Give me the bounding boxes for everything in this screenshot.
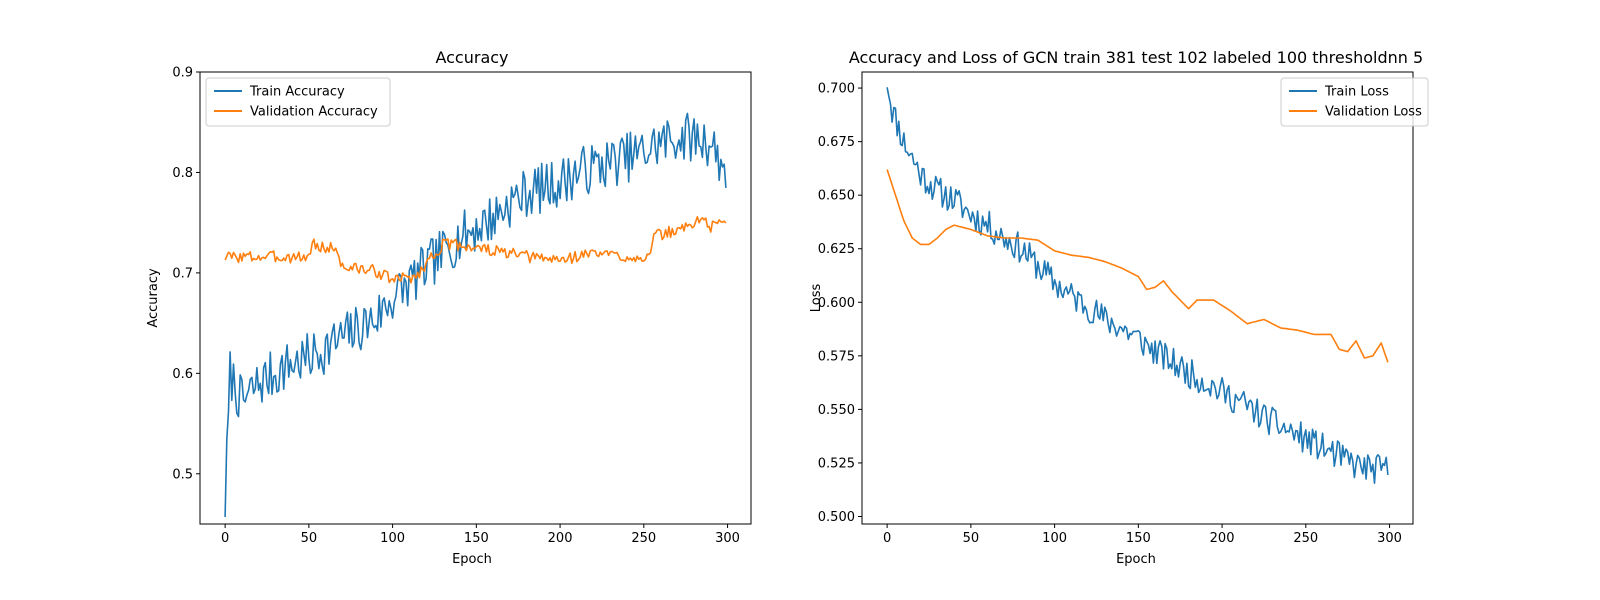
x-axis-label: Epoch <box>452 552 492 567</box>
y-tick-label: 0.9 <box>172 66 193 81</box>
y-tick-label: 0.575 <box>818 349 855 364</box>
legend-label-0: Train Loss <box>1324 85 1389 100</box>
series-line-0 <box>224 112 727 518</box>
y-tick-label: 0.600 <box>818 296 855 311</box>
x-tick-label: 0 <box>883 531 891 546</box>
legend-label-1: Validation Loss <box>1325 105 1422 120</box>
y-tick-label: 0.7 <box>172 266 193 281</box>
x-tick-label: 200 <box>548 531 573 546</box>
series-line-1 <box>224 216 727 284</box>
legend-label-0: Train Accuracy <box>249 85 345 100</box>
y-tick-label: 0.650 <box>818 189 855 204</box>
y-tick-label: 0.500 <box>818 510 855 525</box>
chart-title: Accuracy <box>435 48 508 67</box>
legend-box <box>205 77 391 127</box>
ticks-layer: 0 50 100 150 200 250 300 0.5 0.6 0.7 0.8 0.9 <box>172 66 740 547</box>
x-tick-label: 0 <box>221 531 229 546</box>
y-tick-label: 0.550 <box>818 403 855 418</box>
legend: Train Loss Validation Loss <box>1280 77 1429 127</box>
loss-chart: Accuracy and Loss of GCN train 381 test … <box>809 48 1429 567</box>
legend-box <box>1280 77 1429 127</box>
accuracy-chart: Accuracy Epoch Accuracy 0 50 100 150 200 250 3… <box>146 48 752 567</box>
chart-title: Accuracy and Loss of GCN train 381 test … <box>849 48 1423 67</box>
legend-label-1: Validation Accuracy <box>250 105 378 120</box>
x-tick-label: 300 <box>1377 531 1402 546</box>
x-tick-label: 150 <box>464 531 489 546</box>
x-tick-label: 50 <box>963 531 980 546</box>
x-tick-label: 200 <box>1210 531 1235 546</box>
series-layer <box>886 87 1389 484</box>
x-tick-label: 150 <box>1126 531 1151 546</box>
plot-frame <box>199 71 752 525</box>
x-tick-label: 250 <box>631 531 656 546</box>
x-tick-label: 50 <box>301 531 318 546</box>
x-tick-label: 300 <box>715 531 740 546</box>
x-tick-label: 100 <box>380 531 405 546</box>
plot-frame <box>861 71 1414 525</box>
legend: Train Accuracy Validation Accuracy <box>205 77 391 127</box>
y-tick-label: 0.700 <box>818 82 855 97</box>
y-tick-label: 0.5 <box>172 467 193 482</box>
x-tick-label: 250 <box>1293 531 1318 546</box>
y-tick-label: 0.6 <box>172 367 193 382</box>
y-tick-label: 0.625 <box>818 242 855 257</box>
y-tick-label: 0.525 <box>818 456 855 471</box>
series-line-0 <box>886 87 1389 484</box>
x-tick-label: 100 <box>1042 531 1067 546</box>
x-axis-label: Epoch <box>1116 552 1156 567</box>
y-axis-label: Loss <box>809 284 824 313</box>
ticks-layer: 0 50 100 150 200 250 300 0.500 0.525 0.550 0.575 0.… <box>818 82 1402 546</box>
y-axis-label: Accuracy <box>146 268 161 328</box>
y-tick-label: 0.675 <box>818 135 855 150</box>
series-line-1 <box>886 169 1389 363</box>
series-layer <box>224 112 727 518</box>
y-tick-label: 0.8 <box>172 166 193 181</box>
